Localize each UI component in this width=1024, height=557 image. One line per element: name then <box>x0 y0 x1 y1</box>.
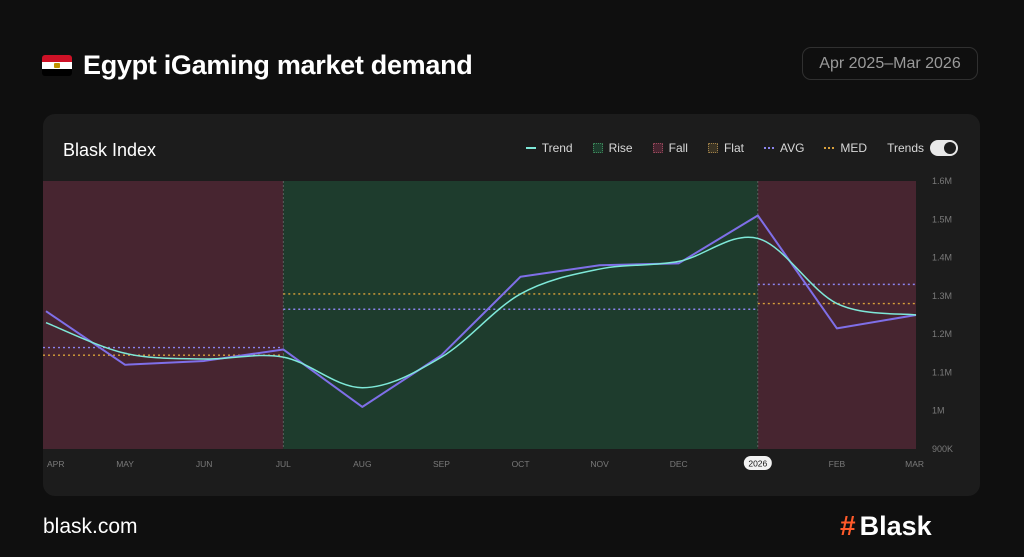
legend-fall-label: Fall <box>668 141 688 155</box>
x-tick-label: MAR <box>905 459 924 469</box>
brand-logo: # Blask <box>840 510 932 542</box>
site-url: blask.com <box>43 515 138 538</box>
med-line-icon <box>824 147 835 149</box>
y-tick-label: 1.3M <box>932 291 952 301</box>
y-tick-label: 1M <box>932 406 945 416</box>
chart-card: 900K 1M 1.1M 1.2M 1.3M 1.4M 1.5M 1.6M APR MAY JUN J… <box>43 114 980 496</box>
date-range-button[interactable]: Apr 2025–Mar 2026 <box>802 47 978 80</box>
x-tick-label: APR <box>47 459 64 469</box>
egypt-flag-icon <box>42 55 72 76</box>
y-tick-label: 1.4M <box>932 253 952 263</box>
x-tick-label: OCT <box>512 459 530 469</box>
trends-toggle[interactable]: Trends <box>887 140 958 156</box>
x-tick-label: NOV <box>590 459 609 469</box>
y-tick-label: 1.5M <box>932 214 952 224</box>
page-title: Egypt iGaming market demand <box>83 50 473 80</box>
region-fall-2 <box>757 181 916 449</box>
legend-flat[interactable]: Flat <box>707 141 744 155</box>
x-tick-label: AUG <box>353 459 371 469</box>
region-rise-1 <box>283 181 758 449</box>
legend-rise-label: Rise <box>608 141 633 155</box>
y-tick-label: 1.6M <box>932 176 952 186</box>
x-tick-label: DEC <box>670 459 688 469</box>
avg-line-icon <box>763 147 774 149</box>
y-tick-label: 900K <box>932 444 953 454</box>
blask-index-chart: 900K 1M 1.1M 1.2M 1.3M 1.4M 1.5M 1.6M APR MAY JUN J… <box>43 176 953 470</box>
legend-trend[interactable]: Trend <box>525 141 573 155</box>
x-tick-label: FEB <box>829 459 846 469</box>
x-tick-label: JUL <box>276 459 291 469</box>
toggle-switch-icon[interactable] <box>930 140 958 156</box>
x-tick-label: SEP <box>433 459 450 469</box>
brand-name: Blask <box>859 510 932 541</box>
y-tick-label: 1.2M <box>932 329 952 339</box>
legend-avg-label: AVG <box>779 141 805 155</box>
region-fall-0 <box>43 181 284 449</box>
legend-med[interactable]: MED <box>824 141 867 155</box>
x-tick-highlight-pill <box>743 456 772 470</box>
legend-flat-label: Flat <box>723 141 744 155</box>
series-line-blask-index <box>45 214 917 408</box>
x-tick-label: MAY <box>116 459 134 469</box>
rise-swatch-icon <box>592 143 603 153</box>
legend-trend-label: Trend <box>541 141 573 155</box>
hash-icon: # <box>840 510 856 541</box>
trend-line-icon <box>525 147 536 149</box>
fall-swatch-icon <box>652 143 663 153</box>
flat-swatch-icon <box>707 143 718 153</box>
series-line-trend <box>45 236 917 389</box>
y-tick-label: 1.1M <box>932 367 952 377</box>
legend-rise[interactable]: Rise <box>592 141 633 155</box>
chart-title: Blask Index <box>63 140 157 160</box>
legend-avg[interactable]: AVG <box>763 141 805 155</box>
legend-fall[interactable]: Fall <box>652 141 688 155</box>
legend-med-label: MED <box>840 141 868 155</box>
chart-legend: Trend Rise Fall Flat AVG MED Trends <box>525 140 958 156</box>
trends-toggle-label: Trends <box>887 141 924 155</box>
x-tick-label: JUN <box>196 459 213 469</box>
x-tick-label: 2026 <box>748 459 767 469</box>
